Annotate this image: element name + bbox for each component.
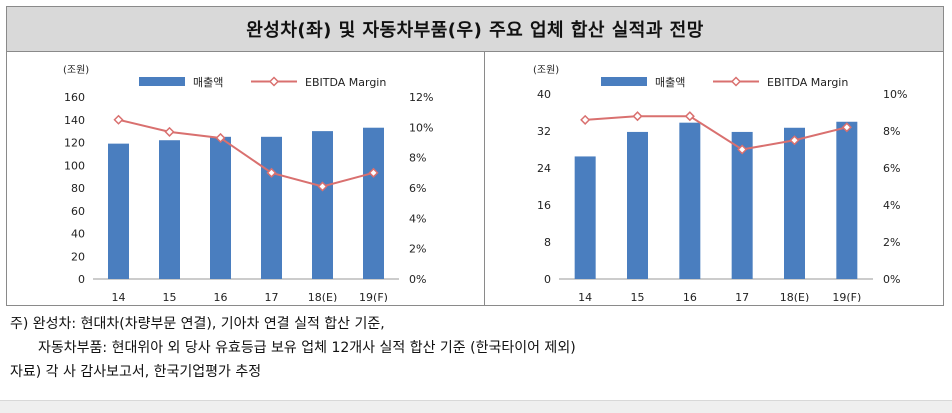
margin-point (215, 132, 226, 144)
margin-point (789, 135, 800, 146)
y2-tick-label: 12% (409, 91, 433, 104)
y-tick-label: 40 (537, 88, 551, 101)
bar (261, 136, 282, 279)
bar (312, 131, 333, 279)
margin-line (585, 115, 848, 151)
legend-line-marker (730, 76, 742, 87)
footnote-1: 주) 완성차: 현대차(차량부문 연결), 기아차 연결 실적 합산 기준, (10, 316, 385, 332)
margin-point (317, 181, 328, 192)
y2-tick-label: 8% (883, 125, 900, 138)
y-tick-label: 140 (64, 114, 85, 127)
margin-point (368, 167, 379, 178)
y2-tick-label: 2% (409, 243, 426, 256)
x-tick-label: 19(F) (359, 291, 388, 302)
bar (363, 127, 384, 280)
y2-tick-label: 4% (883, 199, 900, 212)
x-tick-label: 15 (163, 291, 177, 302)
legend-line-marker (268, 76, 280, 87)
legend-bar-label: 매출액 (655, 76, 685, 89)
y-tick-label: 32 (537, 125, 551, 138)
x-tick-label: 17 (265, 291, 279, 302)
y2-tick-label: 0% (883, 273, 900, 286)
bar (574, 156, 596, 279)
margin-point (737, 144, 748, 155)
y-unit-label: (조원) (533, 64, 559, 76)
bar (108, 143, 129, 279)
y2-tick-label: 8% (409, 152, 426, 165)
y-tick-label: 16 (537, 199, 551, 212)
y-tick-label: 60 (71, 205, 85, 218)
y2-tick-label: 2% (883, 236, 900, 249)
y-tick-label: 0 (544, 273, 551, 286)
margin-point (266, 167, 277, 178)
legend-bar-swatch (601, 77, 647, 86)
margin-point (684, 111, 695, 122)
y-tick-label: 120 (64, 137, 85, 150)
y-unit-label: (조원) (63, 64, 89, 76)
source-note: 자료) 각 사 감사보고서, 한국기업평가 추정 (10, 364, 262, 380)
margin-point (113, 114, 124, 125)
y2-tick-label: 0% (409, 273, 426, 286)
y2-tick-label: 10% (409, 121, 433, 134)
legend-line-label: EBITDA Margin (767, 76, 848, 89)
y-tick-label: 8 (544, 236, 551, 249)
y-tick-label: 24 (537, 162, 551, 175)
margin-point (841, 122, 852, 133)
figure-title: 완성차(좌) 및 자동차부품(우) 주요 업체 합산 실적과 전망 (7, 7, 943, 52)
x-tick-label: 18(E) (780, 291, 810, 302)
margin-point (580, 114, 591, 125)
y-tick-label: 100 (64, 159, 85, 172)
bar (784, 127, 805, 279)
x-tick-label: 14 (112, 291, 126, 302)
chart-automakers: (조원)매출액 EBITDA Margin16014012010080604020… (63, 64, 433, 302)
bottom-strip (0, 400, 952, 413)
bar (210, 136, 231, 279)
bar (679, 122, 701, 279)
x-tick-label: 19(F) (832, 291, 861, 302)
margin-point (164, 126, 175, 137)
margin-point (632, 111, 643, 122)
chart-auto-parts: (조원) 매출액 EBITDA Margin 40 32 24 16 8 0 10% 8% 6% 4% 2… (533, 64, 907, 302)
footnotes: 주) 완성차: 현대차(차량부문 연결), 기아차 연결 실적 합산 기준, 자… (10, 312, 940, 384)
x-tick-label: 16 (214, 291, 228, 302)
figure-frame: 완성차(좌) 및 자동차부품(우) 주요 업체 합산 실적과 전망 (조원) 매출… (6, 6, 944, 306)
y2-tick-label: 4% (409, 212, 426, 225)
x-tick-label: 16 (683, 291, 697, 302)
bar (627, 131, 648, 279)
y-tick-label: 160 (64, 91, 85, 104)
x-tick-label: 14 (578, 291, 592, 302)
x-tick-label: 17 (735, 291, 749, 302)
legend-bar-label: 매출액 (193, 76, 223, 89)
bar (836, 121, 858, 279)
legend-bar-swatch (139, 77, 185, 86)
y2-tick-label: 6% (883, 162, 900, 175)
y-tick-label: 40 (71, 228, 85, 241)
bar (731, 131, 753, 279)
margin-line (118, 118, 374, 188)
y-tick-label: 20 (71, 250, 85, 263)
bar (159, 140, 180, 279)
y2-tick-label: 6% (409, 182, 426, 195)
x-tick-label: 15 (631, 291, 645, 302)
y-tick-label: 80 (71, 182, 85, 195)
x-tick-label: 18(E) (308, 291, 338, 302)
y2-tick-label: 10% (883, 88, 907, 101)
legend-line-label: EBITDA Margin (305, 76, 386, 89)
y-tick-label: 0 (78, 273, 85, 286)
panel-divider (484, 51, 485, 306)
footnote-2: 자동차부품: 현대위아 외 당사 유효등급 보유 업체 12개사 실적 합산 기… (38, 340, 576, 356)
